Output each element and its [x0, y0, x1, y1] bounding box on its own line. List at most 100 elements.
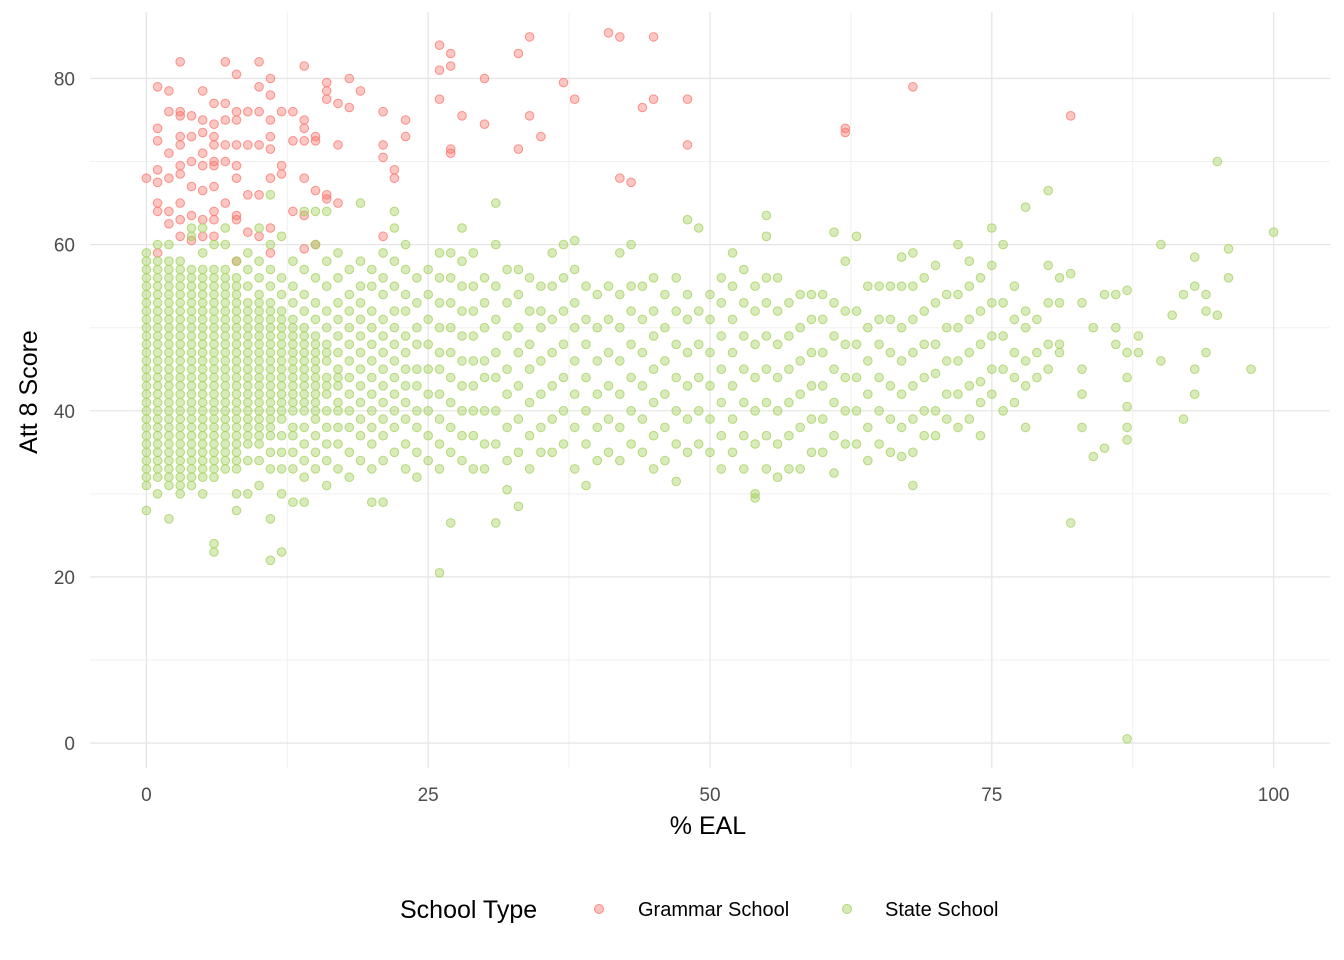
point-state-school: [896, 252, 907, 262]
point-state-school: [863, 455, 873, 466]
point-state-school: [175, 347, 185, 358]
point-state-school: [265, 356, 276, 366]
point-state-school: [254, 223, 264, 233]
point-grammar-school: [299, 115, 310, 125]
point-state-school: [310, 406, 321, 416]
point-state-school: [592, 322, 603, 333]
point-state-school: [491, 198, 501, 208]
point-state-school: [243, 364, 253, 375]
legend-key-state-school: [842, 904, 852, 914]
point-grammar-school: [220, 98, 231, 109]
point-state-school: [998, 298, 1008, 308]
point-state-school: [806, 381, 817, 391]
point-state-school: [1020, 202, 1031, 212]
point-state-school: [513, 414, 524, 424]
point-state-school: [727, 347, 738, 358]
point-state-school: [321, 281, 332, 292]
point-state-school: [164, 472, 174, 483]
point-state-school: [310, 364, 321, 375]
point-state-school: [276, 547, 287, 557]
point-state-school: [209, 439, 219, 449]
point-state-school: [378, 381, 388, 391]
major-gridlines: [90, 12, 1330, 768]
point-state-school: [344, 389, 355, 400]
point-state-school: [299, 422, 310, 433]
point-state-school: [321, 306, 332, 316]
point-state-school: [637, 314, 648, 325]
point-state-school: [592, 389, 603, 400]
point-state-school: [908, 447, 918, 458]
point-state-school: [1122, 435, 1132, 445]
point-state-school: [457, 281, 467, 292]
point-state-school: [209, 397, 219, 408]
point-state-school: [209, 314, 219, 325]
point-grammar-school: [152, 165, 163, 175]
point-state-school: [716, 397, 727, 408]
point-grammar-school: [457, 111, 467, 121]
point-state-school: [333, 397, 343, 408]
point-state-school: [288, 464, 298, 474]
point-state-school: [1009, 281, 1020, 292]
point-state-school: [186, 331, 197, 341]
point-state-school: [344, 339, 355, 350]
point-state-school: [975, 306, 986, 316]
point-grammar-school: [321, 194, 332, 204]
point-state-school: [175, 256, 185, 267]
point-state-school: [705, 289, 715, 300]
point-state-school: [276, 489, 287, 499]
point-state-school: [175, 364, 185, 375]
point-state-school: [479, 322, 490, 333]
point-grammar-school: [513, 144, 524, 154]
point-state-school: [197, 314, 208, 325]
point-state-school: [333, 314, 343, 325]
point-grammar-school: [524, 111, 535, 121]
point-state-school: [141, 464, 152, 474]
point-grammar-school: [378, 152, 388, 163]
point-state-school: [569, 422, 580, 433]
point-state-school: [558, 439, 569, 449]
point-state-school: [727, 314, 738, 325]
point-state-school: [829, 397, 839, 408]
point-state-school: [423, 406, 434, 416]
point-state-school: [491, 347, 501, 358]
point-state-school: [333, 347, 343, 358]
point-state-school: [220, 364, 231, 375]
point-state-school: [761, 273, 772, 283]
point-state-school: [254, 480, 264, 491]
point-state-school: [254, 314, 264, 325]
point-state-school: [186, 381, 197, 391]
point-state-school: [152, 414, 163, 424]
point-state-school: [491, 281, 501, 292]
point-state-school: [197, 422, 208, 433]
point-state-school: [152, 447, 163, 458]
point-state-school: [885, 414, 896, 424]
point-state-school: [806, 347, 817, 358]
point-state-school: [468, 430, 479, 441]
point-state-school: [186, 231, 197, 242]
point-state-school: [288, 381, 298, 391]
point-state-school: [344, 289, 355, 300]
point-grammar-school: [288, 106, 298, 117]
point-state-school: [152, 306, 163, 316]
point-grammar-school: [513, 48, 524, 59]
point-state-school: [265, 397, 276, 408]
point-state-school: [412, 273, 422, 283]
point-state-school: [400, 414, 411, 424]
point-state-school: [231, 372, 242, 383]
point-state-school: [254, 331, 264, 341]
point-state-school: [930, 368, 941, 379]
point-state-school: [592, 289, 603, 300]
point-state-school: [141, 381, 152, 391]
point-state-school: [141, 372, 152, 383]
point-state-school: [243, 298, 253, 308]
point-state-school: [682, 414, 693, 424]
point-state-school: [1201, 289, 1211, 300]
point-grammar-school: [175, 198, 185, 208]
point-state-school: [220, 406, 231, 416]
point-grammar-school: [231, 115, 242, 125]
point-state-school: [941, 289, 952, 300]
point-grammar-school: [209, 214, 219, 225]
point-state-school: [186, 322, 197, 333]
point-state-school: [896, 356, 907, 366]
point-state-school: [648, 430, 659, 441]
